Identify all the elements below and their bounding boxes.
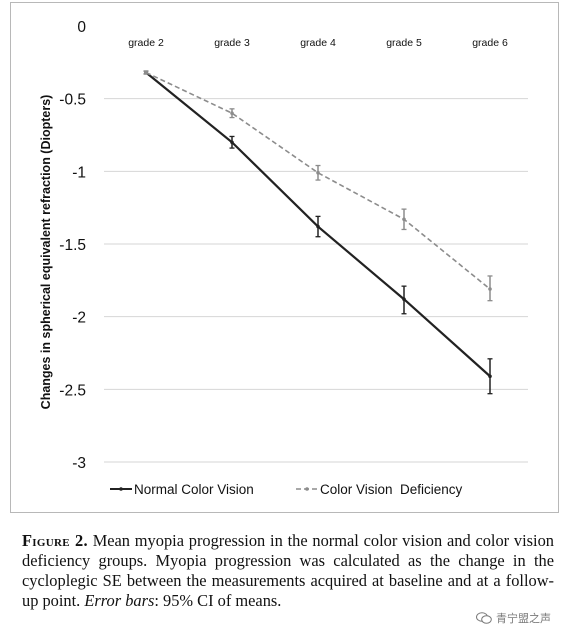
series-line (145, 71, 491, 290)
data-point (488, 374, 492, 379)
watermark-text: 青宁盟之声 (496, 612, 551, 625)
category-label: grade 6 (472, 37, 508, 49)
y-tick-label: 0 (77, 19, 86, 36)
y-tick-label: -2 (72, 310, 86, 327)
caption-label: Figure 2. (22, 531, 88, 550)
legend-item: Color Vision Deficiency (296, 482, 463, 497)
data-point (316, 170, 320, 175)
caption-text: Mean myopia progression in the normal co… (22, 531, 554, 610)
watermark: 青宁盟之声 (476, 610, 551, 626)
chart: 0-0.5-1-1.5-2-2.5-3 grade 2 grade 3 grade … (39, 19, 528, 497)
legend-item: Normal Color Vision (110, 482, 254, 497)
legend-marker (305, 487, 309, 491)
gridlines (104, 98, 528, 463)
data-point (402, 297, 406, 302)
data-point (230, 111, 234, 115)
series-normal-color-vision (143, 70, 493, 395)
legend: Normal Color Vision Color Vision Deficien… (110, 482, 463, 497)
series-color-vision-deficiency (143, 70, 493, 302)
y-tick-label: -0.5 (59, 92, 86, 109)
legend-marker (119, 487, 123, 491)
y-tick-labels: 0 -0.5 -1 -1.5 -2 -2.5 -3 (59, 19, 86, 472)
y-tick-label: -2.5 (59, 382, 86, 399)
wechat-icon (476, 612, 492, 624)
data-point (144, 70, 148, 75)
category-label: grade 5 (386, 37, 422, 49)
legend-label: Normal Color Vision (134, 482, 254, 497)
category-label: grade 3 (214, 37, 250, 49)
data-point (488, 287, 492, 291)
series (143, 70, 493, 395)
figure-caption: Figure 2. Mean myopia progression in the… (22, 531, 554, 611)
y-tick-label: -1.5 (59, 237, 86, 254)
caption-emphasis: Error bars (84, 591, 155, 610)
figure-frame (10, 2, 559, 513)
category-label: grade 2 (128, 37, 164, 49)
legend-label: Color Vision Deficiency (320, 482, 463, 497)
y-tick-label: -1 (72, 164, 86, 181)
category-labels: grade 2 grade 3 grade 4 grade 5 grade 6 (128, 37, 508, 49)
data-point (402, 217, 406, 222)
data-point (230, 140, 234, 145)
data-point (316, 224, 320, 229)
y-tick-label: -3 (72, 455, 86, 472)
category-label: grade 4 (300, 37, 336, 49)
y-axis-label: Changes in spherical equivalent refracti… (39, 95, 53, 410)
caption-text-end: : 95% CI of means. (154, 591, 282, 610)
